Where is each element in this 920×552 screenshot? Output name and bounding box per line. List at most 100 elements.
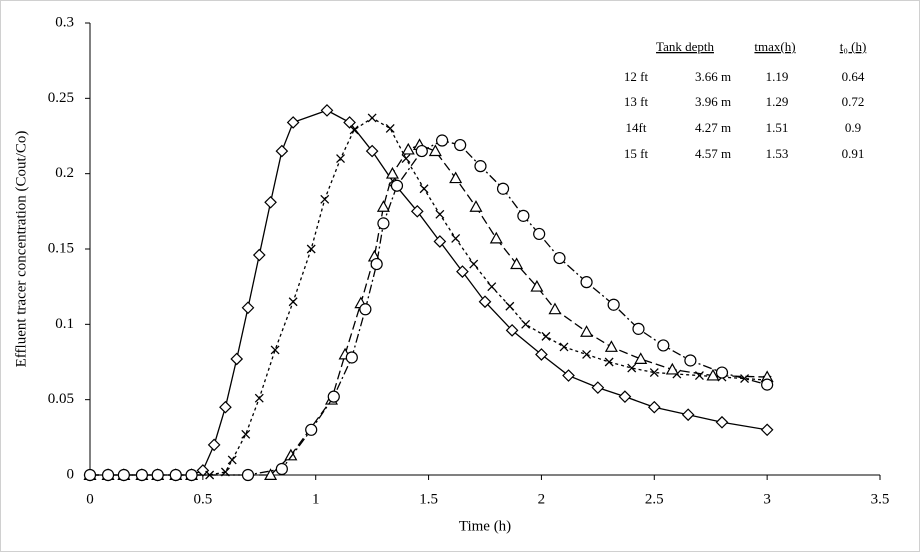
marker bbox=[618, 390, 632, 404]
marker bbox=[451, 233, 461, 243]
marker bbox=[649, 368, 659, 378]
marker bbox=[496, 182, 510, 195]
y-tick-label: 0.15 bbox=[48, 240, 74, 256]
x-tick-label: 2 bbox=[538, 491, 546, 507]
marker bbox=[359, 303, 372, 316]
marker bbox=[469, 259, 479, 269]
marker bbox=[559, 342, 569, 352]
marker bbox=[517, 209, 530, 222]
marker bbox=[288, 297, 298, 307]
marker bbox=[469, 200, 483, 212]
marker bbox=[241, 301, 255, 315]
marker bbox=[591, 381, 605, 394]
marker bbox=[553, 251, 566, 265]
table-cell: 1.53 bbox=[766, 146, 789, 161]
table-cell: 12 ft bbox=[624, 69, 649, 84]
marker bbox=[336, 154, 346, 164]
marker bbox=[264, 468, 278, 480]
marker bbox=[196, 464, 210, 477]
y-tick-label: 0.1 bbox=[55, 316, 74, 332]
marker bbox=[580, 276, 593, 289]
y-axis-label: Effluent tracer concentration (Cout/Co) bbox=[13, 131, 29, 368]
marker bbox=[385, 166, 399, 179]
table-cell: 15 ft bbox=[624, 146, 649, 161]
marker bbox=[582, 350, 592, 359]
table-cell: 0.91 bbox=[842, 146, 865, 161]
x-tick-label: 0 bbox=[86, 491, 94, 507]
marker bbox=[264, 195, 277, 209]
marker bbox=[647, 400, 661, 414]
marker bbox=[474, 160, 487, 173]
marker bbox=[241, 468, 255, 482]
marker bbox=[634, 352, 648, 364]
marker bbox=[435, 209, 445, 219]
marker bbox=[419, 184, 429, 194]
marker bbox=[604, 340, 618, 352]
marker bbox=[604, 357, 614, 367]
marker bbox=[665, 362, 679, 375]
y-tick-label: 0 bbox=[67, 466, 75, 482]
marker bbox=[530, 279, 544, 292]
marker bbox=[428, 144, 442, 157]
marker bbox=[456, 265, 469, 278]
marker bbox=[487, 282, 497, 292]
series-line bbox=[90, 117, 768, 476]
marker bbox=[135, 468, 149, 482]
table-cell: 3.66 m bbox=[695, 69, 731, 84]
marker bbox=[83, 468, 97, 482]
marker bbox=[306, 244, 316, 254]
marker bbox=[305, 423, 318, 436]
marker bbox=[715, 415, 729, 429]
marker bbox=[370, 257, 383, 271]
marker bbox=[377, 217, 390, 230]
series-line bbox=[90, 144, 768, 476]
marker bbox=[505, 324, 519, 337]
marker bbox=[345, 351, 358, 364]
y-tick-label: 0.3 bbox=[55, 14, 74, 30]
marker bbox=[715, 366, 729, 379]
table-cell: 14ft bbox=[626, 120, 647, 135]
marker bbox=[510, 257, 524, 270]
series-line bbox=[90, 139, 768, 476]
marker bbox=[410, 204, 424, 218]
marker bbox=[706, 368, 720, 381]
table-cell: 0.72 bbox=[842, 94, 865, 109]
marker bbox=[657, 339, 670, 352]
marker bbox=[169, 468, 182, 482]
marker bbox=[219, 400, 232, 414]
marker bbox=[607, 298, 620, 311]
marker bbox=[541, 331, 551, 341]
marker bbox=[270, 345, 280, 355]
marker bbox=[684, 354, 697, 367]
marker bbox=[401, 142, 415, 155]
marker bbox=[548, 302, 562, 315]
marker bbox=[343, 116, 356, 129]
x-tick-label: 1 bbox=[312, 491, 320, 507]
marker bbox=[284, 448, 298, 461]
marker bbox=[320, 104, 334, 117]
marker bbox=[436, 134, 449, 147]
marker bbox=[760, 423, 774, 437]
y-tick-label: 0.25 bbox=[48, 90, 74, 106]
marker bbox=[627, 363, 637, 373]
table-header: Tank depth bbox=[656, 39, 714, 54]
marker bbox=[151, 468, 164, 482]
y-tick-label: 0.05 bbox=[48, 391, 74, 407]
marker bbox=[207, 438, 221, 452]
marker bbox=[415, 144, 428, 158]
marker bbox=[580, 325, 594, 337]
marker bbox=[632, 322, 645, 335]
table-cell: 1.29 bbox=[766, 94, 789, 109]
marker bbox=[117, 468, 130, 482]
marker bbox=[349, 125, 359, 135]
marker bbox=[761, 378, 774, 391]
marker bbox=[185, 468, 198, 482]
table-cell: 4.27 m bbox=[695, 120, 731, 135]
x-tick-label: 0.5 bbox=[193, 491, 212, 507]
table-cell: 4.57 m bbox=[695, 146, 731, 161]
marker bbox=[681, 408, 695, 422]
x-tick-label: 3 bbox=[763, 491, 771, 507]
marker bbox=[533, 227, 546, 241]
x-tick-label: 1.5 bbox=[419, 491, 438, 507]
